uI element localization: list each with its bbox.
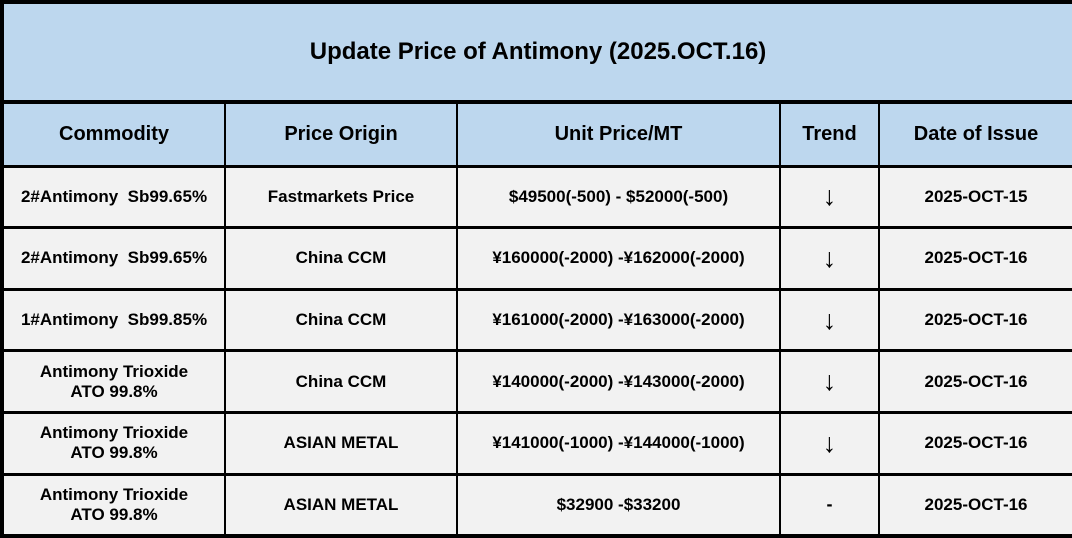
trend-down-arrow-icon: ↓ <box>779 226 880 291</box>
title-row: Update Price of Antimony (2025.OCT.16) <box>0 0 1072 104</box>
column-header-unit-price: Unit Price/MT <box>456 100 781 168</box>
commodity-cell: Antimony Trioxide ATO 99.8% <box>1 411 226 476</box>
trend-flat-dash: - <box>779 472 880 538</box>
date-of-issue-cell: 2025-OCT-16 <box>877 287 1072 353</box>
table-row: Antimony Trioxide ATO 99.8% ASIAN METAL … <box>1 472 1072 538</box>
price-origin-cell: Fastmarkets Price <box>224 164 458 230</box>
table-row: 2#Antimony Sb99.65% China CCM ¥160000(-2… <box>1 226 1072 291</box>
table-row: Antimony Trioxide ATO 99.8% China CCM ¥1… <box>1 349 1072 415</box>
trend-down-arrow-icon: ↓ <box>779 349 880 415</box>
unit-price-cell: ¥161000(-2000) -¥163000(-2000) <box>456 287 781 353</box>
date-of-issue-cell: 2025-OCT-16 <box>877 349 1072 415</box>
unit-price-cell: $32900 -$33200 <box>456 472 781 538</box>
price-origin-cell: ASIAN METAL <box>224 472 458 538</box>
unit-price-cell: ¥160000(-2000) -¥162000(-2000) <box>456 226 781 291</box>
commodity-cell: Antimony Trioxide ATO 99.8% <box>1 472 226 538</box>
commodity-cell: 2#Antimony Sb99.65% <box>1 164 226 230</box>
price-origin-cell: China CCM <box>224 226 458 291</box>
commodity-cell: 2#Antimony Sb99.65% <box>1 226 226 291</box>
date-of-issue-cell: 2025-OCT-16 <box>877 226 1072 291</box>
unit-price-cell: ¥140000(-2000) -¥143000(-2000) <box>456 349 781 415</box>
trend-down-arrow-icon: ↓ <box>779 411 880 476</box>
table-title: Update Price of Antimony (2025.OCT.16) <box>0 0 1072 104</box>
unit-price-cell: $49500(-500) - $52000(-500) <box>456 164 781 230</box>
date-of-issue-cell: 2025-OCT-15 <box>877 164 1072 230</box>
date-of-issue-cell: 2025-OCT-16 <box>877 411 1072 476</box>
price-origin-cell: China CCM <box>224 287 458 353</box>
table-row: Antimony Trioxide ATO 99.8% ASIAN METAL … <box>1 411 1072 476</box>
column-header-trend: Trend <box>779 100 880 168</box>
column-header-commodity: Commodity <box>1 100 226 168</box>
commodity-cell: 1#Antimony Sb99.85% <box>1 287 226 353</box>
price-origin-cell: China CCM <box>224 349 458 415</box>
table-row: 1#Antimony Sb99.85% China CCM ¥161000(-2… <box>1 287 1072 353</box>
price-origin-cell: ASIAN METAL <box>224 411 458 476</box>
header-row: Commodity Price Origin Unit Price/MT Tre… <box>1 100 1072 168</box>
trend-down-arrow-icon: ↓ <box>779 164 880 230</box>
table-row: 2#Antimony Sb99.65% Fastmarkets Price $4… <box>1 164 1072 230</box>
commodity-cell: Antimony Trioxide ATO 99.8% <box>1 349 226 415</box>
date-of-issue-cell: 2025-OCT-16 <box>877 472 1072 538</box>
column-header-date-of-issue: Date of Issue <box>877 100 1072 168</box>
column-header-price-origin: Price Origin <box>224 100 458 168</box>
trend-down-arrow-icon: ↓ <box>779 287 880 353</box>
unit-price-cell: ¥141000(-1000) -¥144000(-1000) <box>456 411 781 476</box>
